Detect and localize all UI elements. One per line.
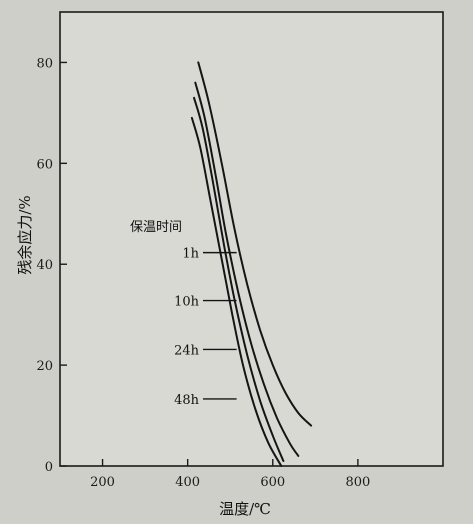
x-axis: 200 400 600 800 — [90, 459, 370, 490]
y-axis: 0 20 40 60 80 — [36, 56, 67, 475]
y-tick-label: 0 — [45, 460, 53, 475]
y-tick-label: 40 — [36, 258, 53, 273]
curve-24h — [193, 96, 285, 462]
curve-48h — [190, 116, 283, 467]
legend: 保温时间 1h 10h 24h 48h — [130, 220, 237, 408]
x-tick-label: 800 — [345, 475, 370, 490]
legend-label-1h: 1h — [182, 247, 199, 262]
x-tick-label: 600 — [260, 475, 285, 490]
plot-frame — [59, 11, 444, 467]
legend-label-10h: 10h — [174, 295, 200, 310]
y-tick-label: 80 — [36, 56, 53, 71]
y-tick-label: 20 — [36, 359, 53, 374]
y-axis-title: 残余应力/% — [16, 195, 34, 274]
curve-10h — [194, 81, 300, 457]
x-axis-title: 温度/℃ — [219, 500, 271, 518]
curve-1h — [197, 61, 313, 427]
curves — [190, 61, 313, 467]
x-tick-label: 200 — [90, 475, 115, 490]
legend-label-48h: 48h — [174, 393, 200, 408]
legend-title: 保温时间 — [130, 220, 182, 235]
legend-label-24h: 24h — [174, 343, 200, 358]
x-tick-label: 400 — [175, 475, 200, 490]
y-tick-label: 60 — [36, 157, 53, 172]
